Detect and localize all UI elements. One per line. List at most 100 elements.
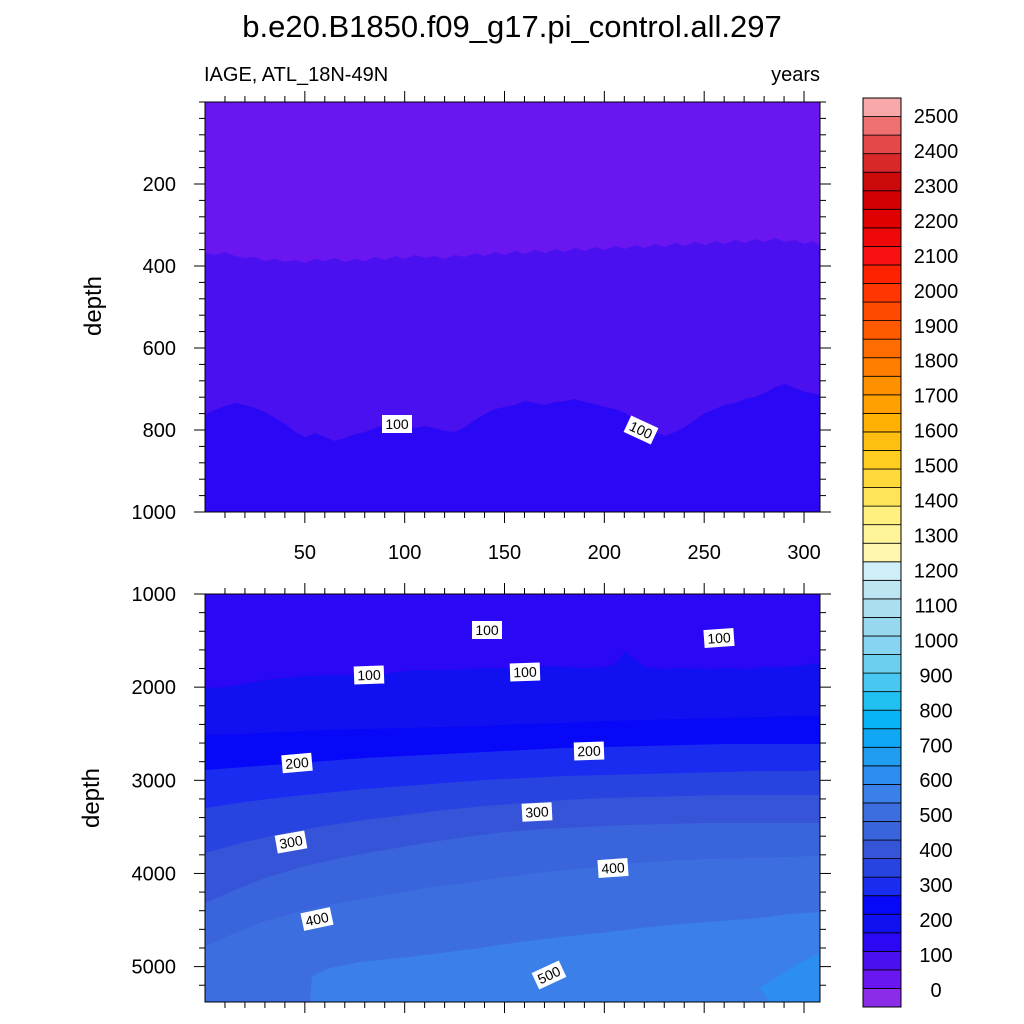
- colorbar-tick-label: 2400: [914, 141, 959, 163]
- colorbar-swatch: [862, 765, 902, 785]
- colorbar-tick-label: 1000: [914, 630, 959, 652]
- upper-panel: 50 100 150 200 250 300 200 400 600 800 1000 100 10…: [132, 91, 831, 564]
- colorbar-swatch: [862, 153, 902, 173]
- contour-label: 100: [472, 621, 502, 639]
- upper-axis-ticks: 50 100 150 200 250 300 200 400 600 800 1000: [132, 91, 831, 564]
- colorbar-tick-label: 200: [919, 910, 952, 932]
- contour-label: 100: [353, 665, 385, 685]
- colorbar-swatch: [862, 635, 902, 655]
- y-tick-label: 600: [143, 338, 176, 360]
- colorbar-swatch: [862, 487, 902, 507]
- colorbar-tick-label: 2000: [914, 281, 959, 303]
- upper-region-100-150: [205, 384, 820, 512]
- colorbar-tick-label: 1600: [914, 421, 959, 443]
- colorbar-swatch: [862, 672, 902, 693]
- colorbar-swatch: [862, 171, 902, 192]
- svg-text:400: 400: [601, 859, 626, 877]
- y-tick-label: 5000: [132, 957, 177, 979]
- colorbar-tick-label: 1100: [914, 595, 957, 617]
- colorbar-tick-label: 700: [919, 735, 952, 757]
- colorbar-tick-label: 900: [919, 665, 952, 687]
- colorbar-swatch: [862, 97, 902, 117]
- contour-label: 100: [509, 662, 541, 682]
- lower-region-500-550: [310, 912, 820, 1002]
- y-tick-label: 800: [143, 420, 176, 442]
- contour-label: 400: [300, 907, 334, 931]
- colorbar-swatch: [862, 913, 902, 934]
- svg-text:300: 300: [278, 832, 304, 852]
- colorbar-tick-label: 1200: [914, 560, 959, 582]
- colorbar-swatch: [862, 858, 902, 878]
- colorbar-swatch: [862, 357, 902, 377]
- colorbar-swatch: [862, 190, 902, 210]
- x-tick-label: 150: [488, 542, 521, 564]
- colorbar-tick-label: 1500: [914, 456, 959, 478]
- colorbar-tick-label: 500: [919, 805, 952, 827]
- x-tick-label: 50: [294, 542, 316, 564]
- y-tick-label: 400: [143, 256, 176, 278]
- colorbar-tick-label: 1700: [914, 386, 959, 408]
- lower-axis-ticks: 1000 2000 3000 4000 5000: [132, 583, 831, 1013]
- contour-label: 400: [597, 857, 629, 879]
- y-tick-label: 200: [143, 174, 176, 196]
- colorbar-swatch: [862, 617, 902, 637]
- svg-text:400: 400: [304, 909, 330, 930]
- svg-text:300: 300: [525, 803, 549, 820]
- colorbar-swatch: [862, 746, 902, 767]
- colorbar-swatch: [862, 988, 902, 1008]
- colorbar-swatch: [862, 802, 902, 822]
- colorbar-swatch: [862, 524, 902, 544]
- colorbar-swatch: [862, 542, 902, 563]
- y-tick-label: 1000: [132, 584, 177, 606]
- y-tick-label: 4000: [132, 863, 177, 885]
- contour-label: 300: [521, 802, 553, 822]
- contour-label: 200: [281, 752, 313, 774]
- colorbar-tick-label: 2500: [914, 106, 959, 128]
- colorbar-swatch: [862, 783, 902, 804]
- colorbar-tick-label: 600: [919, 770, 952, 792]
- svg-text:100: 100: [385, 416, 409, 432]
- colorbar-swatch: [862, 691, 902, 711]
- lower-contour-labels: 100 100 100 100 200 200: [274, 621, 735, 990]
- svg-text:100: 100: [475, 622, 499, 638]
- colorbar-swatch: [862, 950, 902, 971]
- chart-title: b.e20.B1850.f09_g17.pi_control.all.297: [242, 9, 782, 44]
- colorbar-swatch: [862, 468, 902, 488]
- colorbar-tick-label: 100: [919, 945, 952, 967]
- upper-plot-frame: [204, 101, 821, 513]
- colorbar-swatch: [862, 709, 902, 730]
- colorbar-swatch: [862, 246, 902, 266]
- colorbar-tick-label: 2100: [914, 246, 959, 268]
- colorbar-swatch: [862, 821, 902, 841]
- y-tick-label: 3000: [132, 770, 177, 792]
- colorbar-swatch: [862, 301, 902, 322]
- svg-text:200: 200: [285, 754, 310, 772]
- colorbar-tick-label: 400: [919, 840, 952, 862]
- colorbar-tick-label: 300: [919, 875, 952, 897]
- colorbar-swatch: [862, 895, 902, 915]
- colorbar-swatch: [862, 283, 902, 303]
- colorbar-swatch: [862, 264, 902, 284]
- colorbar-swatch: [862, 394, 902, 414]
- colorbar-tick-label: 1400: [914, 491, 959, 513]
- svg-text:100: 100: [513, 664, 537, 681]
- variable-label: IAGE, ATL_18N-49N: [204, 64, 388, 86]
- colorbar-swatch: [862, 876, 902, 897]
- colorbar-swatch: [862, 431, 902, 451]
- colorbar-tick-label: 0: [930, 980, 941, 1002]
- colorbar-swatch: [862, 969, 902, 989]
- units-label: years: [771, 64, 820, 86]
- contour-label: 100: [703, 627, 735, 649]
- lower-panel: 1000 2000 3000 4000 5000 100 100 100 100 200: [132, 583, 831, 1013]
- upper-y-axis-label: depth: [80, 276, 107, 336]
- colorbar-swatch: [862, 134, 902, 155]
- colorbar: 0 100 200 300 400 500 600 700 800 900 1000 1100 1200…: [862, 97, 959, 1008]
- colorbar-swatch: [862, 839, 902, 859]
- colorbar-tick-label: 1900: [914, 316, 959, 338]
- colorbar-swatch: [862, 320, 902, 340]
- colorbar-swatch: [862, 505, 902, 526]
- colorbar-tick-label: 800: [919, 700, 952, 722]
- colorbar-tick-label: 2300: [914, 176, 959, 198]
- contour-label: 200: [573, 741, 605, 761]
